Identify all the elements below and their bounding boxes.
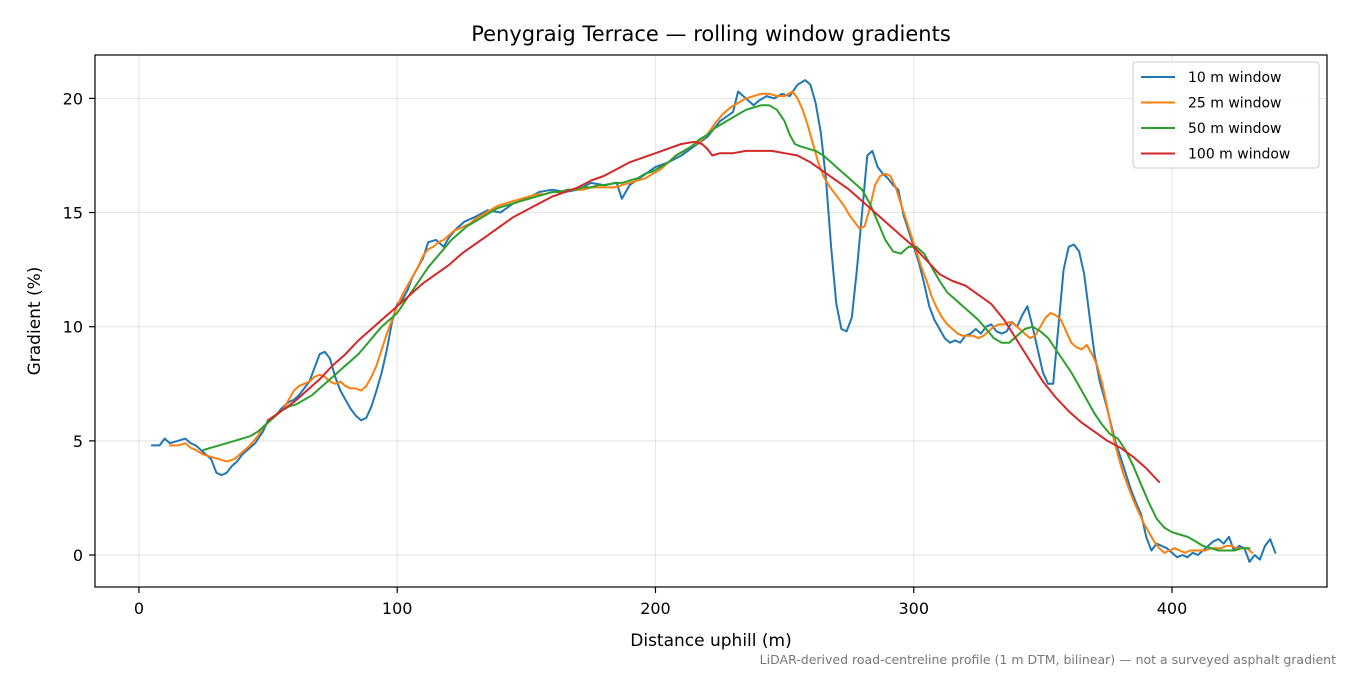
grid-lines	[95, 55, 1327, 587]
legend-box	[1132, 61, 1320, 169]
legend-label-10-m-window: 10 m window	[1188, 70, 1281, 86]
chart-title: Penygraig Terrace — rolling window gradi…	[471, 22, 951, 46]
series-line-25-m-window	[168, 90, 1254, 554]
y-tick-label: 10	[63, 318, 83, 337]
y-tick-label: 20	[63, 89, 83, 108]
series-line-100-m-window	[267, 140, 1161, 483]
x-tick-label: 400	[1157, 599, 1188, 618]
y-axis-label: Gradient (%)	[25, 267, 45, 376]
plot-frame	[94, 54, 1328, 588]
x-tick-label: 100	[382, 599, 413, 618]
x-tick-label: 200	[640, 599, 671, 618]
axis-ticks: 0 100 200 300 400 0 5 10 15 20	[63, 89, 1188, 618]
x-tick-label: 300	[898, 599, 929, 618]
y-tick-label: 0	[73, 546, 83, 565]
y-tick-label: 5	[73, 432, 83, 451]
series-line-50-m-window	[202, 104, 1251, 552]
legend-label-50-m-window: 50 m window	[1188, 121, 1281, 137]
legend: 10 m window 25 m window 50 m window 100 m w…	[1132, 61, 1320, 169]
legend-label-25-m-window: 25 m window	[1188, 96, 1281, 112]
legend-label-100-m-window: 100 m window	[1188, 147, 1290, 163]
series-lines	[150, 79, 1277, 563]
footnote: LiDAR-derived road-centreline profile (1…	[760, 652, 1336, 667]
y-tick-label: 15	[63, 204, 83, 223]
series-line-10-m-window	[150, 79, 1277, 563]
x-tick-label: 0	[134, 599, 144, 618]
x-axis-label: Distance uphill (m)	[630, 631, 791, 651]
